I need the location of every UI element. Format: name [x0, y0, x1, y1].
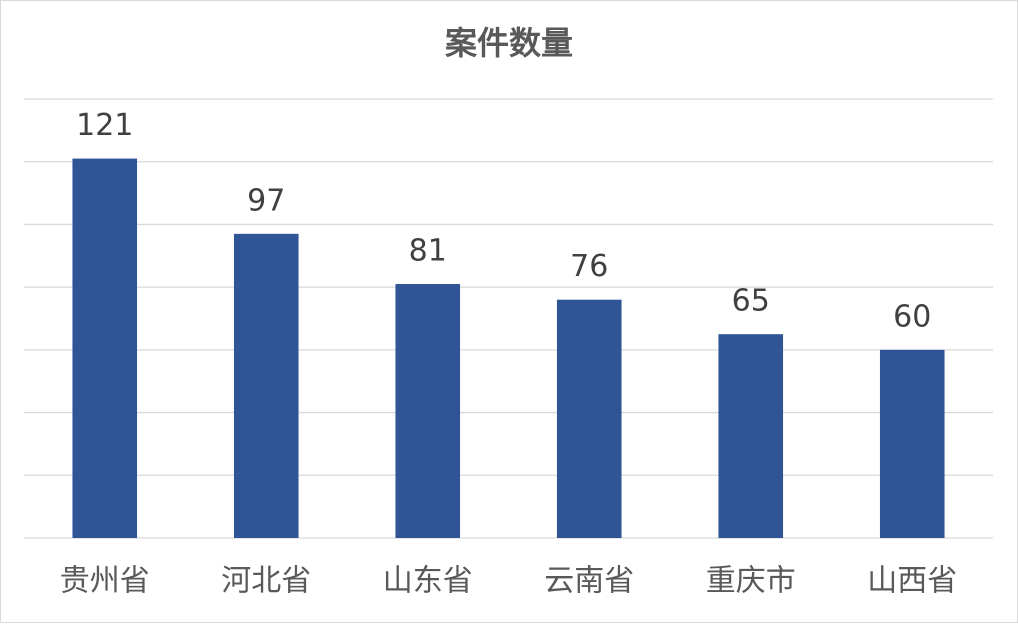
bar [72, 158, 138, 539]
data-label: 81 [409, 234, 447, 269]
x-tick-label: 重庆市 [706, 564, 796, 599]
x-tick-label: 贵州省 [60, 564, 150, 599]
chart-title: 案件数量 [445, 24, 573, 62]
bar [718, 334, 784, 538]
data-label: 65 [732, 284, 770, 319]
x-tick-label: 山东省 [383, 564, 473, 599]
data-label: 60 [893, 299, 931, 334]
bar [233, 233, 299, 539]
bar [395, 284, 461, 538]
data-label: 97 [247, 183, 285, 218]
bar [556, 299, 622, 538]
x-tick-label: 河北省 [221, 564, 311, 599]
data-label: 121 [76, 108, 133, 143]
x-tick-label: 云南省 [544, 564, 634, 599]
data-label: 76 [570, 249, 608, 284]
x-tick-label: 山西省 [867, 564, 957, 599]
bar [879, 349, 945, 538]
